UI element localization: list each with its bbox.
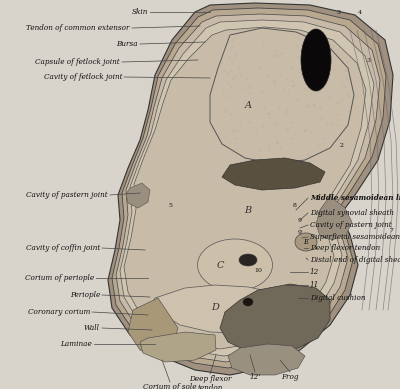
Text: 7: 7	[390, 228, 394, 233]
Ellipse shape	[295, 233, 317, 251]
Text: D: D	[211, 303, 219, 312]
Polygon shape	[128, 298, 178, 358]
Polygon shape	[316, 196, 352, 240]
Polygon shape	[116, 14, 380, 362]
Text: 9': 9'	[297, 230, 303, 235]
Text: Corium of sole: Corium of sole	[143, 383, 197, 389]
Text: Skin: Skin	[132, 8, 148, 16]
Text: Corium of periople: Corium of periople	[25, 274, 94, 282]
Text: Deep flexor tendon: Deep flexor tendon	[310, 244, 380, 252]
Text: Capsule of fetlock joint: Capsule of fetlock joint	[35, 58, 120, 66]
Text: Digital synovial sheath: Digital synovial sheath	[310, 209, 394, 217]
Text: Deep flexor
tendon: Deep flexor tendon	[189, 375, 231, 389]
Polygon shape	[228, 344, 305, 375]
Ellipse shape	[243, 298, 253, 306]
Polygon shape	[210, 28, 354, 164]
Text: A: A	[244, 100, 252, 109]
Text: Cavity of coffin joint: Cavity of coffin joint	[26, 244, 100, 252]
Text: Laminae: Laminae	[60, 340, 92, 348]
Text: Bursa: Bursa	[116, 40, 138, 48]
Text: 12: 12	[310, 268, 319, 276]
Text: 9: 9	[298, 217, 302, 223]
Polygon shape	[124, 27, 366, 349]
Text: 3: 3	[336, 9, 340, 14]
Text: 3: 3	[366, 58, 370, 63]
Text: 2: 2	[340, 142, 344, 147]
Text: Digital cushion: Digital cushion	[310, 294, 366, 302]
Text: Coronary corium: Coronary corium	[28, 308, 90, 316]
Polygon shape	[112, 8, 386, 368]
Text: C: C	[216, 261, 224, 270]
Text: Cavity of fetlock joint: Cavity of fetlock joint	[44, 73, 122, 81]
Text: 5: 5	[168, 203, 172, 207]
Text: Cavity of pastern joint: Cavity of pastern joint	[310, 221, 392, 229]
Text: Frog: Frog	[281, 373, 299, 381]
Polygon shape	[126, 183, 150, 208]
Text: Middle sesamoidean ligament: Middle sesamoidean ligament	[310, 194, 400, 202]
Text: 10: 10	[254, 268, 262, 273]
Ellipse shape	[301, 29, 331, 91]
Text: Periople: Periople	[70, 291, 100, 299]
Ellipse shape	[198, 239, 272, 291]
Text: B: B	[244, 205, 252, 214]
Text: Distal end of digital sheath: Distal end of digital sheath	[310, 256, 400, 264]
Polygon shape	[108, 3, 393, 375]
Text: Wall: Wall	[84, 324, 100, 332]
Text: 4: 4	[358, 9, 362, 14]
Text: Cavity of pastern joint: Cavity of pastern joint	[26, 191, 108, 199]
Polygon shape	[140, 332, 216, 362]
Text: 8: 8	[293, 203, 297, 207]
Text: Tendon of common extensor: Tendon of common extensor	[26, 24, 130, 32]
Text: 12': 12'	[249, 373, 261, 381]
Text: E: E	[304, 238, 308, 246]
Polygon shape	[152, 285, 285, 333]
Polygon shape	[220, 284, 330, 352]
Polygon shape	[120, 20, 374, 356]
Polygon shape	[222, 158, 325, 190]
Ellipse shape	[239, 254, 257, 266]
Text: 11: 11	[310, 281, 319, 289]
Text: Superficial sesamoidean ligament: Superficial sesamoidean ligament	[310, 233, 400, 241]
